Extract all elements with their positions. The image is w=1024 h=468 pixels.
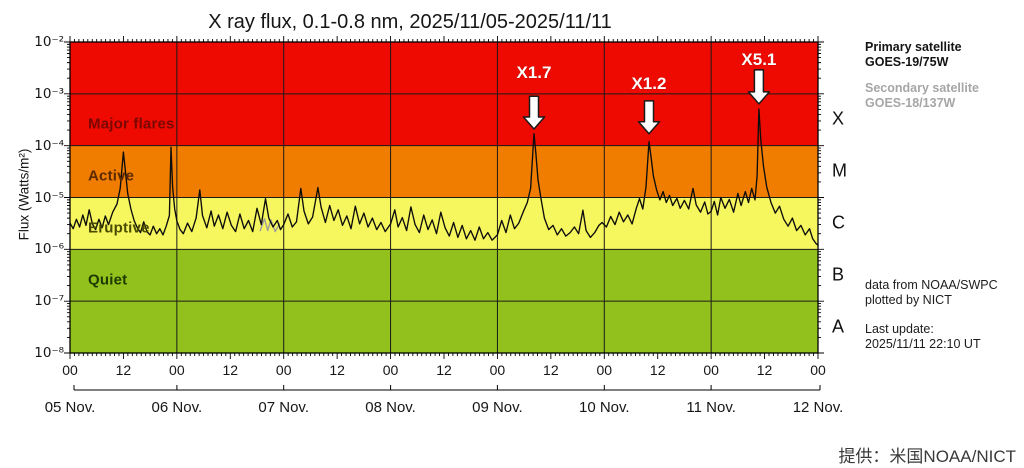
flare-label-x1.2: X1.2 xyxy=(631,73,667,93)
data-source-line2: plotted by NICT xyxy=(865,293,952,307)
primary-satellite-block: Primary satellite GOES-19/75W xyxy=(865,40,962,70)
date-tick-label: 11 Nov. xyxy=(686,399,736,416)
band-label-major-flares: Major flares xyxy=(88,115,175,133)
flare-label-x5.1: X5.1 xyxy=(741,49,777,69)
primary-satellite-label: Primary satellite xyxy=(865,40,962,54)
flare-arrow-x5.1 xyxy=(747,69,771,105)
secondary-satellite-value: GOES-18/137W xyxy=(865,96,956,110)
y-tick-label: 10⁻⁶ xyxy=(34,241,64,258)
y-axis-ticks xyxy=(64,41,824,354)
class-letter-a: A xyxy=(832,316,845,337)
flare-label-x1.7: X1.7 xyxy=(516,63,552,83)
hour-tick-label: 00 xyxy=(489,362,506,378)
band-active xyxy=(70,145,818,198)
data-source-line1: data from NOAA/SWPC xyxy=(865,278,998,292)
hour-tick-label: 12 xyxy=(329,362,345,378)
primary-satellite-value: GOES-19/75W xyxy=(865,55,949,69)
hour-tick-label: 12 xyxy=(222,362,239,378)
secondary-satellite-label: Secondary satellite xyxy=(865,81,979,95)
band-label-quiet: Quiet xyxy=(88,271,128,289)
hour-tick-label: 00 xyxy=(382,362,399,378)
flare-arrow-x1.2 xyxy=(637,100,661,135)
y-tick-label: 10⁻⁵ xyxy=(34,189,64,206)
y-tick-label: 10⁻² xyxy=(34,34,64,50)
date-tick-label: 09 Nov. xyxy=(472,399,523,416)
y-tick-label: 10⁻³ xyxy=(34,85,64,102)
hour-tick-label: 12 xyxy=(543,362,559,378)
top-axis-ticks xyxy=(69,36,819,42)
date-tick-label: 12 Nov. xyxy=(792,399,844,416)
band-label-eruptive: Eruptive xyxy=(88,219,150,237)
flux-series xyxy=(69,108,819,246)
date-tick-label: 05 Nov. xyxy=(44,399,96,416)
last-update-label: Last update: xyxy=(865,322,934,336)
date-tick-label: 08 Nov. xyxy=(365,399,416,416)
hour-tick-label: 12 xyxy=(115,362,132,378)
hour-tick-label: 12 xyxy=(649,362,666,378)
date-tick-label: 06 Nov. xyxy=(151,399,203,416)
band-label-active: Active xyxy=(88,167,135,185)
hour-tick-label: 00 xyxy=(810,362,826,378)
provider-credit: 提供：米国NOAA/NICT xyxy=(838,447,1016,466)
date-axis-ticks xyxy=(73,385,821,390)
date-tick-label: 07 Nov. xyxy=(258,399,309,416)
chart-title: X ray flux, 0.1-0.8 nm, 2025/11/05-2025/… xyxy=(208,11,612,33)
bottom-axis-ticks xyxy=(69,353,819,359)
hour-tick-label: 12 xyxy=(756,362,773,378)
y-tick-label: 10⁻⁸ xyxy=(34,345,64,361)
hour-tick-label: 00 xyxy=(703,362,719,378)
last-update-value: 2025/11/11 22:10 UT xyxy=(865,337,981,351)
class-letter-c: C xyxy=(832,212,845,233)
class-letter-x: X xyxy=(832,108,845,129)
flux-series xyxy=(259,218,281,233)
secondary-satellite-block: Secondary satellite GOES-18/137W xyxy=(865,81,979,111)
data-source-block: data from NOAA/SWPC plotted by NICT xyxy=(865,278,998,308)
y-tick-label: 10⁻⁴ xyxy=(34,137,64,154)
hour-tick-label: 00 xyxy=(169,362,185,378)
last-update-block: Last update: 2025/11/11 22:10 UT xyxy=(865,322,981,352)
class-letter-b: B xyxy=(832,264,845,285)
hour-tick-label: 00 xyxy=(596,362,613,378)
hour-tick-label: 00 xyxy=(275,362,292,378)
date-tick-label: 10 Nov. xyxy=(578,399,630,416)
class-letter-m: M xyxy=(832,160,847,181)
y-tick-label: 10⁻⁷ xyxy=(34,293,64,310)
hour-tick-label: 12 xyxy=(436,362,452,378)
flare-arrow-x1.7 xyxy=(522,95,546,130)
hour-tick-label: 00 xyxy=(62,362,78,378)
